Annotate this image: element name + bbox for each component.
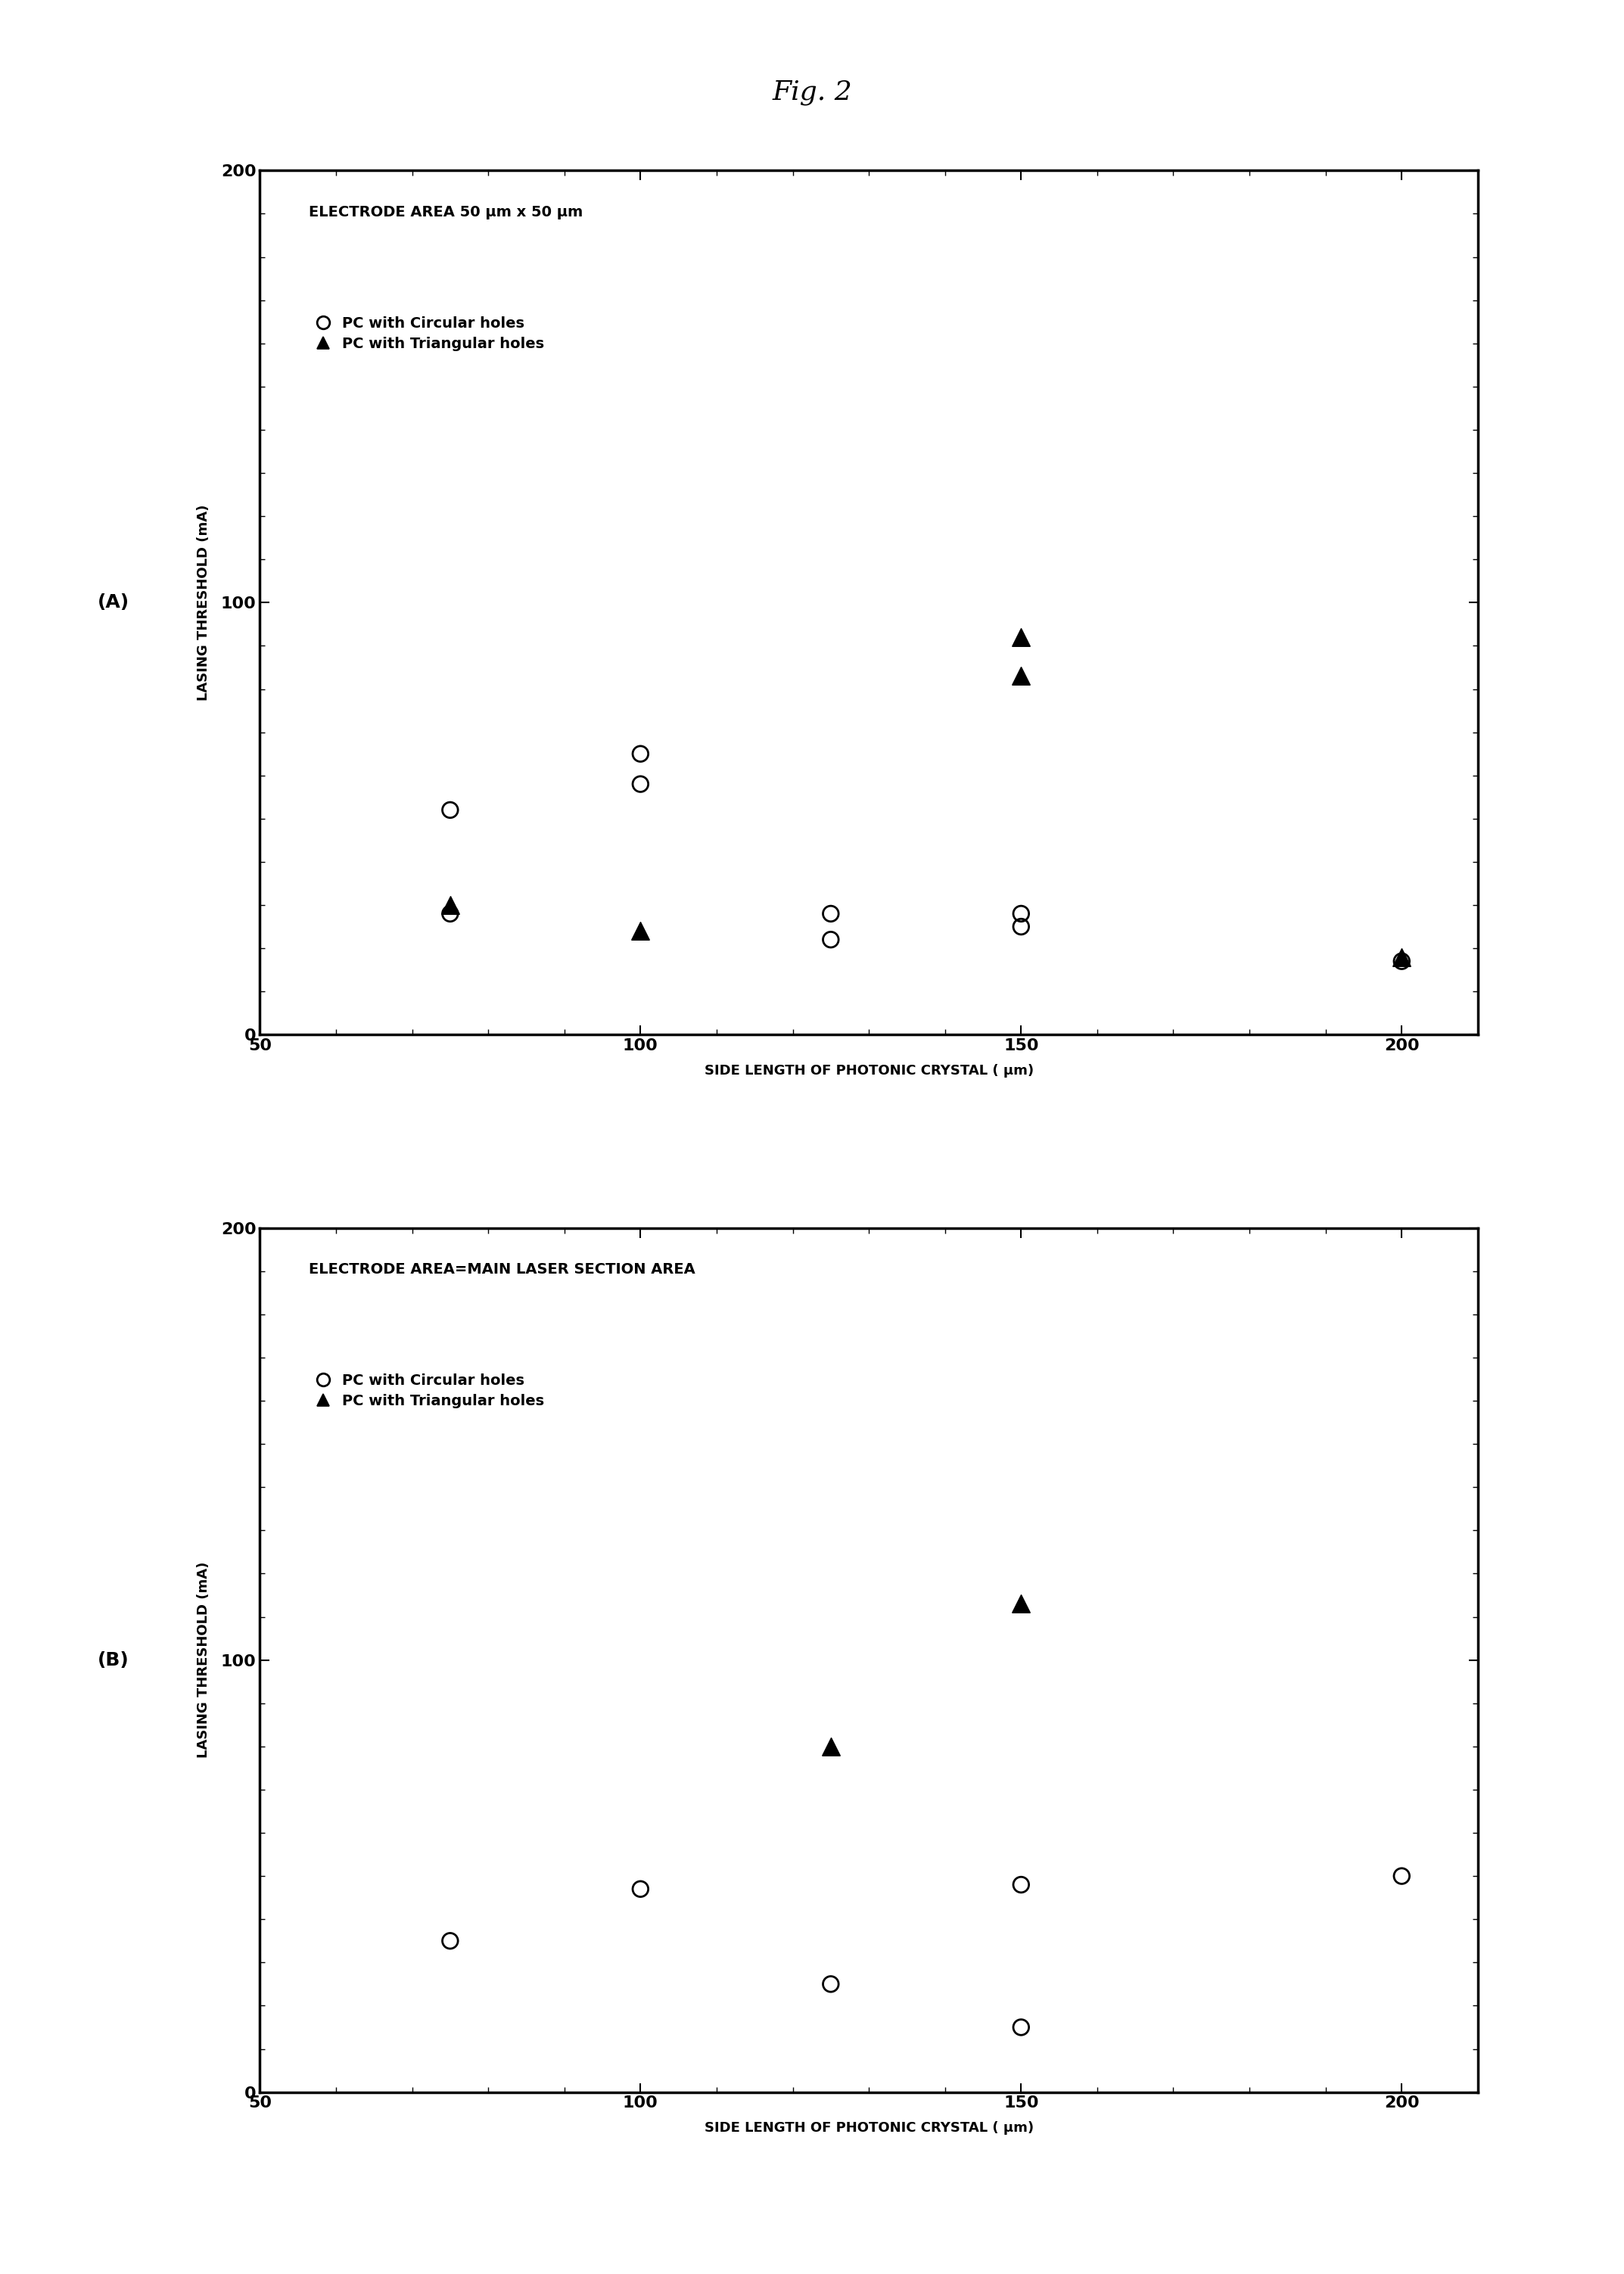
Point (437, 896, 463, 932)
Y-axis label: LASING THRESHOLD (mA): LASING THRESHOLD (mA) (197, 505, 209, 700)
Point (627, 912, 653, 948)
Text: Fig. 2: Fig. 2 (771, 80, 853, 105)
Text: (A): (A) (97, 594, 130, 612)
Text: (B): (B) (97, 1651, 130, 1669)
Point (627, 1872, 653, 1908)
Text: ELECTRODE AREA 50 μm x 50 μm: ELECTRODE AREA 50 μm x 50 μm (309, 205, 583, 221)
Point (627, 735, 653, 771)
Point (818, 1965, 844, 2003)
Text: ELECTRODE AREA=MAIN LASER SECTION AREA: ELECTRODE AREA=MAIN LASER SECTION AREA (309, 1262, 695, 1278)
Point (818, 921, 844, 957)
Point (627, 766, 653, 803)
Legend: PC with Circular holes, PC with Triangular holes: PC with Circular holes, PC with Triangul… (317, 316, 544, 350)
Point (1389, 939, 1415, 976)
Y-axis label: LASING THRESHOLD (mA): LASING THRESHOLD (mA) (197, 1562, 209, 1758)
Legend: PC with Circular holes, PC with Triangular holes: PC with Circular holes, PC with Triangul… (317, 1373, 544, 1408)
Point (1009, 1867, 1034, 1903)
Point (1009, 657, 1034, 694)
Point (1009, 2010, 1034, 2047)
Point (818, 1728, 844, 1765)
Point (1389, 944, 1415, 980)
Point (437, 887, 463, 923)
Point (1009, 896, 1034, 932)
Point (1389, 1858, 1415, 1894)
Point (1009, 907, 1034, 946)
Point (818, 896, 844, 932)
Point (437, 1924, 463, 1960)
Point (1009, 1585, 1034, 1621)
Point (1009, 619, 1034, 655)
X-axis label: SIDE LENGTH OF PHOTONIC CRYSTAL ( μm): SIDE LENGTH OF PHOTONIC CRYSTAL ( μm) (705, 2122, 1033, 2135)
Point (437, 791, 463, 828)
X-axis label: SIDE LENGTH OF PHOTONIC CRYSTAL ( μm): SIDE LENGTH OF PHOTONIC CRYSTAL ( μm) (705, 1064, 1033, 1078)
